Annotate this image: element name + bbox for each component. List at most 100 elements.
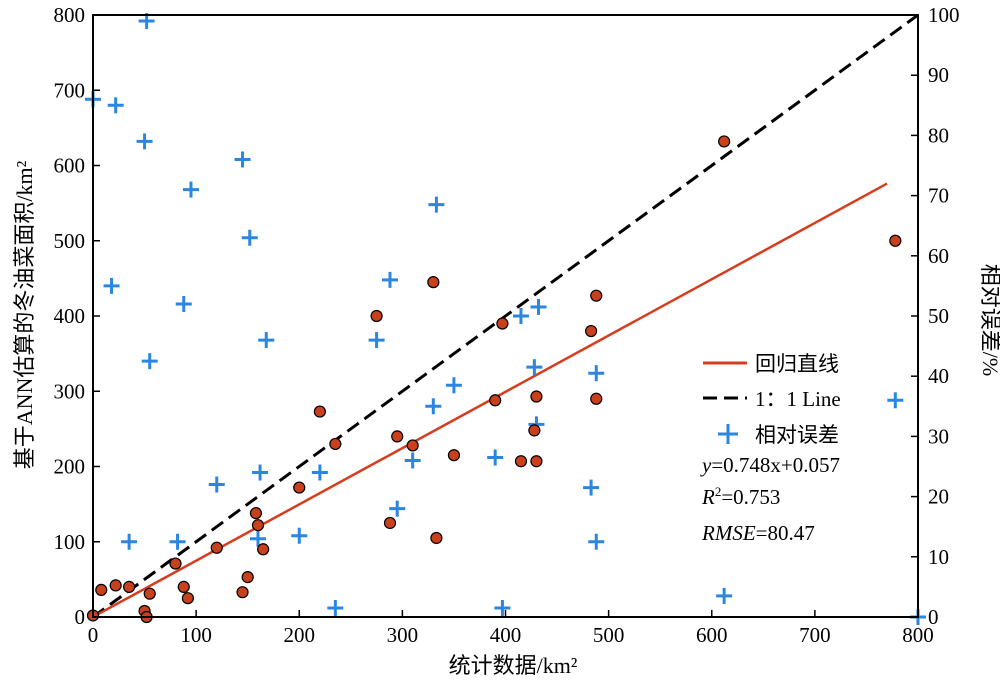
data-point [528,424,541,437]
relative-error-marker [382,271,398,288]
x-axis-title: 统计数据/km² [449,653,578,678]
y2-tick-label: 50 [928,304,949,328]
y-tick-label: 800 [54,3,86,27]
r-squared: R2=0.753 [701,484,780,509]
axes: 0 100 200 300 400 500 600 700 800010020030040050… [54,3,960,647]
relative-error-marker [368,332,385,349]
x-tick-label: 200 [284,623,316,647]
relative-error-marker [250,530,266,547]
relative-error-marker [425,398,442,415]
data-point [496,317,509,330]
regression-equation: y=0.748x+0.057 [700,453,840,477]
relative-error-marker [716,587,733,604]
y2-tick-label: 100 [928,3,960,27]
relative-error-marker [234,151,251,168]
data-point [514,455,528,468]
data-point [391,430,404,443]
relative-error-marker [327,599,344,616]
data-point [241,571,254,584]
x-tick-label: 400 [490,623,522,647]
relative-error-marker [887,392,904,409]
data-point [169,557,182,570]
relative-error-marker [445,377,462,394]
relative-error-marker [252,464,269,481]
data-point [489,394,502,407]
relative-error-marker [487,449,504,466]
y2-axis-title: 相对误差/% [978,264,1000,376]
y2-tick-label: 90 [928,63,949,87]
data-point [293,481,306,494]
relative-error-marker [530,298,547,315]
y-axis-title: 基于ANN估算的冬油菜面积/km² [12,160,37,469]
y-tick-label: 0 [75,605,86,629]
x-tick-label: 0 [88,623,99,647]
relative-error-marker [291,527,308,544]
relative-error-marker [241,229,258,246]
data-point [530,390,543,403]
relative-error-marker [588,365,605,382]
relative-error-marker [494,599,511,616]
legend-relative-error-label: 相对误差 [755,423,839,447]
y2-tick-label: 30 [928,424,949,448]
data-point [329,437,342,451]
one-to-one-line [92,13,919,619]
data-point [122,580,136,594]
data-point [406,439,419,452]
relative-error-marker [121,533,138,550]
y2-tick-label: 70 [928,184,949,208]
data-point [447,449,461,462]
relative-error-marker [526,359,543,376]
data-point [177,580,190,594]
y2-tick-label: 20 [928,485,949,509]
legend-plus-swatch [718,424,738,444]
y2-tick-label: 10 [928,545,949,569]
x-tick-label: 700 [799,623,831,647]
data-point [370,309,383,323]
y-tick-label: 500 [54,229,86,253]
data-point [590,289,603,302]
data-point [430,531,443,545]
relative-error-marker [107,97,124,114]
data-point [143,587,156,600]
data-point [210,541,223,554]
x-tick-label: 100 [180,623,212,647]
data-point [95,583,108,597]
relative-error-marker [311,464,328,481]
data-point [257,543,270,556]
y-tick-label: 400 [54,304,86,328]
data-point [181,592,194,605]
relative-error-marker [583,479,600,496]
y-tick-label: 300 [54,379,86,403]
data-point [530,455,543,468]
y-tick-label: 200 [54,455,86,479]
plot-area [85,13,926,625]
y-tick-label: 600 [54,154,86,178]
data-point [590,392,603,405]
x-tick-label: 600 [696,623,728,647]
data-point [889,234,902,247]
relative-error-marker [169,533,186,550]
relative-error-marker [182,181,199,198]
data-point [313,405,326,418]
relative-error-marker [258,332,275,349]
relative-error-marker [588,533,605,550]
y2-tick-label: 80 [928,123,949,147]
data-point [383,516,397,530]
y2-tick-label: 60 [928,244,949,268]
legend: 回归直线 1：1 Line 相对误差 [703,352,841,447]
y2-tick-label: 0 [928,605,939,629]
relative-error-marker [103,277,120,294]
y2-tick-label: 40 [928,364,949,388]
y-tick-label: 100 [54,530,86,554]
rmse: RMSE=80.47 [701,521,815,545]
x-tick-label: 500 [593,623,625,647]
relative-error-marker [428,196,445,213]
data-point [249,507,263,520]
data-point [109,579,122,592]
relative-error-marker [208,476,225,493]
x-tick-label: 300 [387,623,419,647]
data-point [427,276,440,289]
legend-one-to-one-label: 1：1 Line [755,387,841,411]
data-point [718,135,731,148]
